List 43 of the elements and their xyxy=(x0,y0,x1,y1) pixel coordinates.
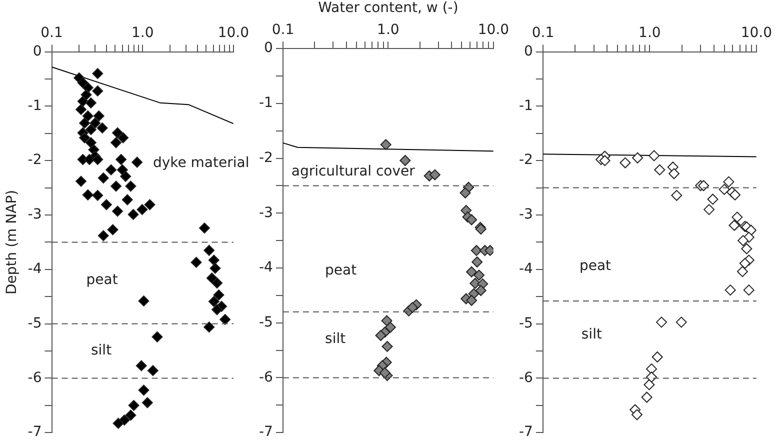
y-tick-label: 0 xyxy=(32,43,42,60)
y-tick-label: -2 xyxy=(28,152,42,168)
y-tick-label: -2 xyxy=(518,152,533,168)
annotation: silt xyxy=(90,342,112,359)
y-tick-label: -3 xyxy=(518,206,533,223)
y-tick-label: -5 xyxy=(518,315,533,332)
y-tick-label: -1 xyxy=(518,98,533,114)
y-tick-label: -4 xyxy=(258,260,274,276)
y-tick-label: -7 xyxy=(28,424,42,440)
annotation: peat xyxy=(86,272,118,288)
y-tick-label: -6 xyxy=(258,369,274,386)
x-tick-label: 0.1 xyxy=(272,22,294,38)
y-tick-label: -5 xyxy=(258,314,273,331)
y-axis-title: Depth (m NAP) xyxy=(4,190,20,295)
annotation: peat xyxy=(579,258,612,274)
annotation: agricultural cover xyxy=(291,164,416,180)
annotation: silt xyxy=(581,326,602,342)
y-tick-label: -4 xyxy=(28,261,42,278)
y-tick-label: -6 xyxy=(28,370,42,386)
annotation: silt xyxy=(325,330,346,347)
x-axis-title: Water content, w (-) xyxy=(318,0,458,16)
y-tick-label: -1 xyxy=(258,95,273,112)
y-tick-label: -7 xyxy=(258,424,273,440)
y-tick-label: -2 xyxy=(258,150,273,166)
x-tick-label: 1.0 xyxy=(131,25,154,42)
y-tick-label: -6 xyxy=(518,370,534,386)
annotation: dyke material xyxy=(152,155,250,172)
y-tick-label: -7 xyxy=(518,424,533,440)
y-tick-label: -4 xyxy=(518,261,534,278)
y-tick-label: 0 xyxy=(264,40,273,56)
y-tick-label: -1 xyxy=(28,98,42,114)
x-tick-label: 10.0 xyxy=(478,22,509,38)
x-tick-label: 10.0 xyxy=(218,25,249,42)
x-tick-label: 0.1 xyxy=(40,25,63,42)
x-tick-label: 10.0 xyxy=(740,25,772,42)
annotation: peat xyxy=(325,262,358,279)
x-tick-label: 1.0 xyxy=(377,22,400,38)
y-tick-label: 0 xyxy=(524,43,533,60)
y-tick-label: -3 xyxy=(28,206,42,223)
y-tick-label: -5 xyxy=(28,315,42,332)
y-tick-label: -3 xyxy=(258,204,273,221)
x-tick-label: 0.1 xyxy=(532,25,554,42)
x-tick-label: 1.0 xyxy=(638,25,661,42)
